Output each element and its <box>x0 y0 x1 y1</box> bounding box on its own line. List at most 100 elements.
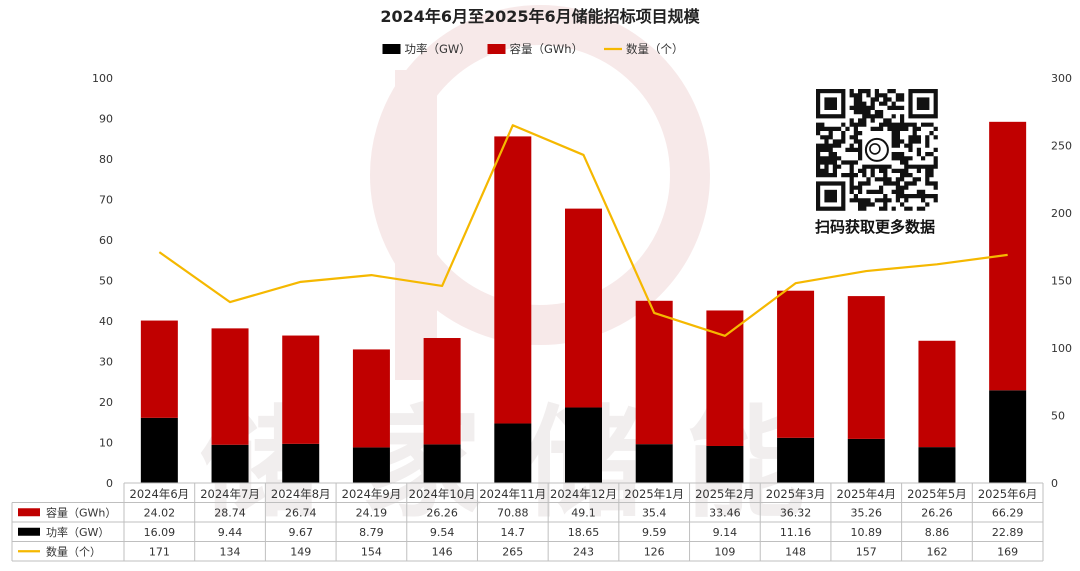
bar-segment <box>635 444 673 483</box>
category-label: 2024年8月 <box>271 487 331 501</box>
watermark-logo-ring <box>370 5 710 345</box>
table-cell: 9.59 <box>642 526 667 539</box>
category-label: 2024年6月 <box>130 487 190 501</box>
table-cell: 70.88 <box>497 506 529 519</box>
bar-segment <box>211 444 249 483</box>
table-cell: 26.26 <box>426 506 458 519</box>
table-row-label: 容量（GWh） <box>46 505 116 519</box>
legend-swatch <box>487 44 506 54</box>
bar-segment <box>211 328 249 445</box>
bar-segment <box>847 438 885 483</box>
table-cell: 35.4 <box>642 506 667 519</box>
category-label: 2025年5月 <box>907 487 967 501</box>
table-row-label: 功率（GW） <box>46 525 109 539</box>
y-left-tick-label: 90 <box>99 113 113 126</box>
table-row-swatch <box>18 508 40 517</box>
table-cell: 49.1 <box>571 506 596 519</box>
legend-label: 容量（GWh） <box>510 42 584 56</box>
table-cell: 16.09 <box>144 526 176 539</box>
bar-segment <box>635 300 673 445</box>
qr-finder <box>824 189 837 203</box>
bar-segment <box>494 423 532 483</box>
table-cell: 171 <box>149 545 170 558</box>
y-right-tick-label: 300 <box>1051 72 1072 85</box>
qr-code <box>812 85 942 215</box>
bar-segment <box>918 340 956 448</box>
table-row-swatch <box>18 527 40 536</box>
table-cell: 22.89 <box>992 526 1024 539</box>
y-right-tick-label: 200 <box>1051 207 1072 220</box>
bar-segment <box>918 447 956 483</box>
bar-segment <box>282 443 320 483</box>
chart-title: 2024年6月至2025年6月储能招标项目规模 <box>380 7 700 26</box>
bar-segment <box>847 296 885 439</box>
table-cell: 33.46 <box>709 506 741 519</box>
table-cell: 26.26 <box>921 506 953 519</box>
table-cell: 24.02 <box>144 506 176 519</box>
y-left-tick-label: 20 <box>99 396 113 409</box>
category-label: 2024年9月 <box>342 487 402 501</box>
bar-segment <box>777 290 815 438</box>
table-cell: 36.32 <box>780 506 812 519</box>
bar-segment <box>565 407 602 483</box>
table-cell: 149 <box>290 545 311 558</box>
table-cell: 9.14 <box>713 526 738 539</box>
table-cell: 24.19 <box>356 506 388 519</box>
watermark-logo-bar <box>395 70 437 380</box>
table-cell: 243 <box>573 545 594 558</box>
table-cell: 157 <box>856 545 877 558</box>
table-cell: 8.79 <box>359 526 384 539</box>
category-label: 2024年11月 <box>479 487 546 501</box>
y-right-tick-label: 150 <box>1051 275 1072 288</box>
table-cell: 26.74 <box>285 506 317 519</box>
table-row-label: 数量（个） <box>46 545 101 558</box>
category-label: 2025年3月 <box>766 487 826 501</box>
y-right-tick-label: 50 <box>1051 410 1065 423</box>
qr-finder <box>824 97 837 110</box>
category-label: 2024年12月 <box>550 487 617 501</box>
legend-label: 数量（个） <box>626 42 684 56</box>
table-cell: 11.16 <box>780 526 812 539</box>
category-label: 2025年6月 <box>978 487 1038 501</box>
legend: 功率（GW） 容量（GWh） 数量（个） <box>382 42 684 56</box>
qr-caption: 扫码获取更多数据 <box>815 218 935 236</box>
table-cell: 10.89 <box>851 526 883 539</box>
table-cell: 28.74 <box>214 506 246 519</box>
category-label: 2025年1月 <box>624 487 684 501</box>
bar-segment <box>706 310 744 446</box>
axes: 0 10 20 30 40 50 60 70 80 90 100 0 50 100 150 200 250 300 <box>92 72 1072 490</box>
category-label: 2024年10月 <box>409 487 476 501</box>
table-cell: 162 <box>926 545 947 558</box>
table-cell: 9.67 <box>288 526 313 539</box>
y-right-tick-label: 100 <box>1051 342 1072 355</box>
bar-segment <box>423 338 461 445</box>
table-cell: 35.26 <box>851 506 883 519</box>
bars <box>140 121 1027 483</box>
table-cell: 146 <box>432 545 453 558</box>
table-cell: 9.54 <box>430 526 455 539</box>
category-label: 2025年4月 <box>836 487 896 501</box>
line-series <box>158 124 1008 337</box>
legend-label: 功率（GW） <box>405 42 471 56</box>
bar-segment <box>140 417 178 483</box>
table-cell: 109 <box>714 545 735 558</box>
y-left-tick-label: 70 <box>99 194 113 207</box>
y-left-tick-label: 50 <box>99 275 113 288</box>
data-table: 2024年6月 2024年7月 2024年8月 2024年9月 2024年10月 2024… <box>11 482 1044 562</box>
bar-segment <box>352 349 390 448</box>
table-cell: 265 <box>502 545 523 558</box>
qr-modules <box>816 89 938 211</box>
y-left-tick-label: 30 <box>99 356 113 369</box>
bar-segment <box>282 335 320 444</box>
y-left-tick-label: 0 <box>106 477 113 490</box>
table-cell: 154 <box>361 545 382 558</box>
bar-segment <box>989 390 1027 483</box>
table-cell: 14.7 <box>501 526 526 539</box>
wechat-icon-bubble <box>869 143 881 155</box>
table-cell: 18.65 <box>568 526 600 539</box>
y-left-tick-label: 80 <box>99 153 113 166</box>
bar-segment <box>777 437 815 483</box>
legend-swatch <box>382 44 401 54</box>
y-right-tick-label: 250 <box>1051 140 1072 153</box>
series-line <box>158 124 1008 337</box>
